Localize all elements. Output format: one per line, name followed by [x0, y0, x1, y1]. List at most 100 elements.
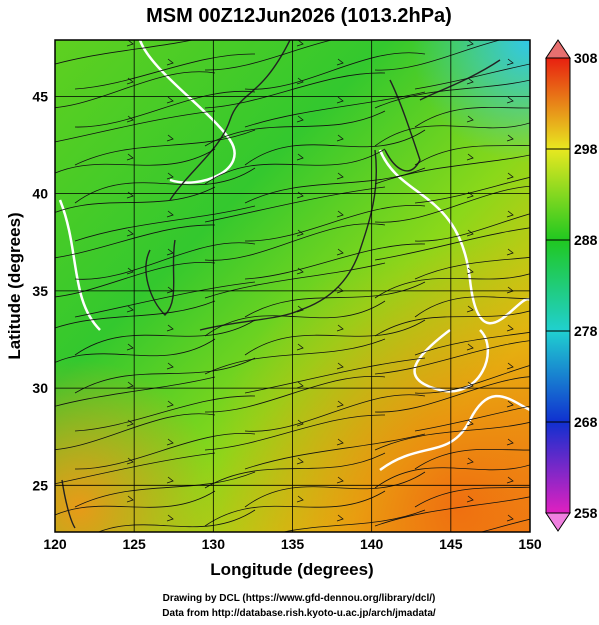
- streamline-arrow: [126, 495, 134, 503]
- streamline-arrow: [296, 457, 304, 465]
- streamline: [374, 376, 530, 413]
- streamline-arrow: [166, 210, 174, 218]
- streamline: [244, 243, 426, 280]
- credit: Drawing by DCL (https://www.gfd-dennou.o…: [163, 593, 436, 604]
- streamline: [414, 176, 530, 204]
- streamlines: [55, 40, 530, 532]
- streamline-arrow: [166, 248, 174, 256]
- y-axis-label: Latitude (degrees): [5, 212, 24, 359]
- streamline: [414, 405, 530, 432]
- streamline-arrow: [336, 172, 344, 180]
- streamline: [244, 129, 426, 166]
- streamline-arrow: [506, 324, 514, 332]
- streamline-arrow: [336, 400, 344, 408]
- streamline: [374, 122, 530, 147]
- x-tick-label: 130: [202, 536, 226, 552]
- streamline: [55, 224, 216, 259]
- streamline: [414, 144, 530, 166]
- streamline: [374, 185, 530, 223]
- streamline-arrow: [126, 77, 134, 85]
- streamline: [55, 413, 216, 451]
- colorbar-tick-label: 288: [574, 232, 598, 248]
- colorbar-tick-label: 258: [574, 505, 598, 521]
- x-tick-label: 150: [518, 536, 542, 552]
- streamline: [414, 296, 530, 318]
- streamline: [55, 148, 216, 174]
- streamline: [374, 496, 530, 527]
- streamline-arrow: [126, 457, 134, 465]
- streamline: [282, 509, 426, 532]
- streamline: [204, 452, 386, 489]
- streamline-arrow: [336, 96, 344, 104]
- streamline-arrow: [166, 362, 174, 370]
- streamline-arrow: [336, 476, 344, 484]
- streamline-arrow: [296, 343, 304, 351]
- streamline: [374, 464, 530, 489]
- streamline-arrow: [126, 267, 134, 275]
- streamline-arrow: [506, 400, 514, 408]
- credit: Data from http://database.rish.kyoto-u.a…: [162, 608, 436, 619]
- streamline: [74, 281, 256, 318]
- y-tick-label: 30: [32, 380, 48, 396]
- streamline: [55, 186, 216, 213]
- streamline: [244, 52, 426, 90]
- streamline-arrow: [466, 40, 474, 47]
- streamline: [74, 357, 256, 394]
- streamline-arrow: [126, 343, 134, 351]
- streamline: [55, 40, 195, 65]
- streamline: [55, 110, 216, 143]
- streamline: [204, 262, 386, 299]
- y-tick-label: 35: [32, 283, 48, 299]
- streamline-arrow: [296, 419, 304, 427]
- colorbar-tick-label: 278: [574, 323, 598, 339]
- y-tick-label: 25: [32, 477, 48, 493]
- streamline-arrow: [506, 96, 514, 104]
- streamline: [374, 340, 530, 375]
- streamline-arrow: [126, 115, 134, 123]
- colorbar-min-arrow: [545, 512, 571, 532]
- streamline: [74, 432, 256, 470]
- streamline-arrow: [296, 229, 304, 237]
- streamline-arrow: [466, 381, 474, 389]
- streamline: [244, 471, 426, 508]
- streamline-arrow: [166, 172, 174, 180]
- x-tick-label: 145: [439, 536, 463, 552]
- streamline: [244, 433, 426, 470]
- streamline-arrow: [506, 476, 514, 484]
- streamline-arrow: [296, 115, 304, 123]
- streamline: [74, 167, 256, 204]
- streamline: [74, 129, 256, 166]
- streamline-arrow: [336, 324, 344, 332]
- streamline: [204, 338, 386, 375]
- coastlines: [61, 40, 501, 529]
- streamline: [204, 186, 386, 223]
- streamline-arrow: [466, 343, 474, 351]
- streamline-arrow: [466, 153, 474, 161]
- streamline-arrow: [506, 172, 514, 180]
- streamline-arrow: [166, 58, 174, 66]
- streamline: [204, 375, 386, 413]
- streamline-arrow: [466, 457, 474, 465]
- streamline-arrow: [126, 305, 134, 313]
- colorbar: [545, 39, 571, 532]
- y-tick-label: 40: [32, 186, 48, 202]
- streamline: [74, 395, 256, 432]
- streamline: [74, 471, 256, 508]
- streamline-arrow: [296, 77, 304, 85]
- streamline: [374, 421, 530, 451]
- map-field: [55, 40, 530, 532]
- streamline: [414, 256, 530, 280]
- streamline: [55, 261, 216, 298]
- streamline-arrow: [126, 381, 134, 389]
- streamline-arrow: [336, 248, 344, 256]
- streamline: [74, 319, 256, 356]
- streamline-arrow: [296, 495, 304, 503]
- streamline-arrow: [166, 324, 174, 332]
- streamline-arrow: [336, 362, 344, 370]
- streamline: [374, 227, 530, 261]
- y-tick-label: 45: [32, 88, 48, 104]
- streamline: [244, 167, 426, 204]
- streamline-arrow: [166, 96, 174, 104]
- streamline: [55, 376, 216, 407]
